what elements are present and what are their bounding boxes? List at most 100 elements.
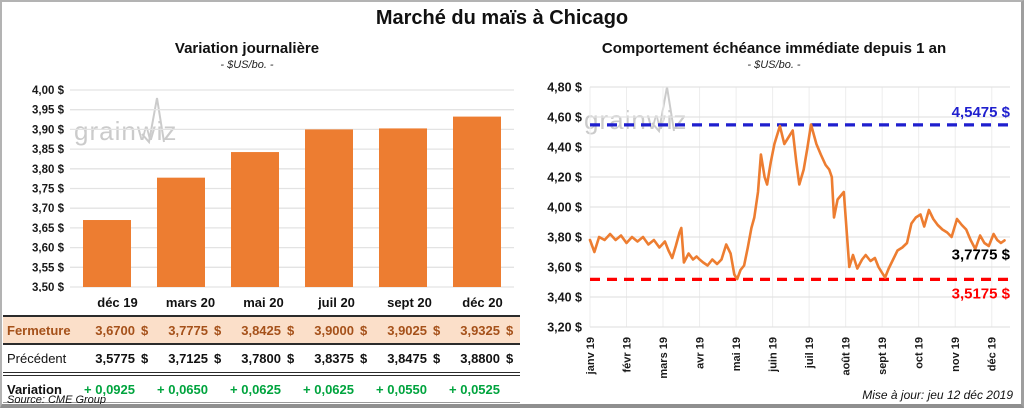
- currency-symbol: $: [506, 351, 514, 366]
- bar-juil-20: [305, 129, 353, 287]
- updated-note: Mise à jour: jeu 12 déc 2019: [862, 388, 1013, 402]
- table-cell: 3,8475 $: [373, 351, 446, 366]
- cell-value: 3,7125: [168, 351, 208, 366]
- line-chart-title: Comportement échéance immédiate depuis 1…: [601, 40, 947, 57]
- table-row-fermeture: Fermeture 3,6700 $3,7775 $ 3,8425 $3,9000 $3,9…: [3, 315, 520, 345]
- currency-symbol: $: [214, 351, 222, 366]
- futures-table: déc 19 mars 20 mai 20 juil 20 sept 20 déc 20 F…: [3, 290, 520, 403]
- column-header: mai 20: [243, 295, 284, 310]
- table-row-variation: Variation + 0,0925 + 0,0650 + 0,0625 + 0,062…: [3, 376, 520, 403]
- y-axis-label: 4,80 $: [547, 81, 582, 95]
- table-cell: 3,9025 $: [373, 323, 446, 338]
- table-cell: 3,9000 $: [300, 323, 373, 338]
- currency-symbol: $: [214, 322, 222, 338]
- column-header: déc 19: [97, 295, 138, 310]
- column-header: juil 20: [318, 295, 355, 310]
- y-axis-label: 3,95 $: [32, 105, 65, 117]
- bar-mars-20: [157, 177, 205, 287]
- support-label: 3,5175 $: [952, 285, 1011, 302]
- x-axis-label: févr 19: [622, 337, 634, 372]
- x-axis-label: sept 19: [877, 337, 889, 375]
- x-axis-label: août 19: [841, 337, 853, 376]
- y-axis-label: 3,75 $: [32, 184, 65, 196]
- cell-value: 3,9000: [314, 322, 354, 338]
- cell-value: 3,8800: [460, 351, 500, 366]
- bar-déc-19: [83, 220, 131, 287]
- price-line: [588, 123, 1006, 281]
- table-cell: + 0,0525: [446, 382, 519, 397]
- daily-variation-bar-chart: 4,00 $ 3,95 $ 3,90 $ 3,85 $ 3,80 $ 3,75 $ 3,70…: [32, 85, 514, 292]
- y-axis-label: 3,80 $: [547, 231, 582, 245]
- y-axis-label: 3,85 $: [32, 144, 65, 156]
- x-axis-label: avr 19: [695, 337, 707, 369]
- y-axis-label: 3,40 $: [547, 291, 582, 305]
- bar-déc-20: [453, 116, 501, 287]
- y-axis-label: 4,00 $: [32, 85, 65, 97]
- currency-symbol: $: [360, 351, 368, 366]
- y-axis-label: 3,20 $: [547, 321, 582, 335]
- cell-value: 3,7800: [241, 351, 281, 366]
- currency-symbol: $: [433, 322, 441, 338]
- table-cell: 3,8375 $: [300, 351, 373, 366]
- line-chart-subtitle: - $US/bo. -: [747, 59, 801, 71]
- cell-value: + 0,0925: [84, 381, 135, 397]
- table-row-precedent: Précédent 3,5775 $3,7125 $3,7800 $3,8375 $3,8…: [3, 345, 520, 376]
- watermark-spike-icon: [141, 97, 165, 145]
- bar-chart-subtitle: - $US/bo. -: [220, 59, 274, 71]
- bar-mai-20: [231, 152, 279, 287]
- column-header: mars 20: [165, 295, 216, 310]
- table-cell: 3,7775 $: [154, 323, 227, 338]
- y-axis-label: 3,90 $: [32, 124, 65, 136]
- x-axis-label: janv 19: [585, 337, 597, 375]
- watermark-grainwiz: grainwiz: [584, 105, 688, 135]
- table-cell: + 0,0625: [227, 382, 300, 397]
- cell-value: 3,8375: [314, 351, 354, 366]
- row-label: Fermeture: [7, 322, 71, 338]
- currency-symbol: $: [287, 322, 295, 338]
- currency-symbol: $: [287, 351, 295, 366]
- table-cell: + 0,0625: [300, 382, 373, 397]
- y-axis-label: 4,40 $: [547, 141, 582, 155]
- last-price-label: 3,7775 $: [952, 246, 1011, 263]
- table-cell: 3,6700 $: [81, 323, 154, 338]
- x-axis-label: oct 19: [914, 337, 926, 369]
- resistance-label: 4,5475 $: [952, 104, 1011, 121]
- column-header: sept 20: [387, 295, 432, 310]
- table-cell: 3,9325 $: [446, 323, 519, 338]
- y-axis-label: 3,60 $: [32, 243, 65, 255]
- x-axis-label: mai 19: [731, 337, 743, 371]
- cell-value: 3,9025: [387, 322, 427, 338]
- y-axis-label: 3,55 $: [32, 262, 65, 274]
- table-cell: 3,8425 $: [227, 323, 300, 338]
- row-label: Précédent: [7, 351, 67, 366]
- y-axis-label: 4,20 $: [547, 171, 582, 185]
- bar-sept-20: [379, 128, 427, 287]
- cell-value: 3,8425: [241, 322, 281, 338]
- table-cell: + 0,0650: [154, 382, 227, 397]
- currency-symbol: $: [506, 322, 514, 338]
- watermark-grainwiz: grainwiz: [74, 116, 178, 146]
- table-cell: 3,5775 $: [81, 351, 154, 366]
- table-cell: 3,7125 $: [154, 351, 227, 366]
- x-axis-label: nov 19: [950, 337, 962, 372]
- x-axis-label: juin 19: [768, 337, 780, 373]
- table-header-row: déc 19 mars 20 mai 20 juil 20 sept 20 déc 20: [3, 290, 520, 315]
- y-axis-label: 3,50 $: [32, 282, 65, 292]
- y-axis-label: 4,60 $: [547, 111, 582, 125]
- currency-symbol: $: [360, 322, 368, 338]
- y-axis-label: 4,00 $: [547, 201, 582, 215]
- row-label: Variation: [7, 381, 62, 397]
- table-cell: + 0,0550: [373, 382, 446, 397]
- bar-chart-title: Variation journalière: [174, 40, 320, 57]
- cell-value: 3,6700: [95, 322, 135, 338]
- y-axis-label: 3,70 $: [32, 203, 65, 215]
- cell-value: 3,5775: [95, 351, 135, 366]
- cell-value: + 0,0625: [230, 381, 281, 397]
- currency-symbol: $: [141, 351, 149, 366]
- x-axis-label: mars 19: [658, 337, 670, 379]
- source-note: Source: CME Group: [7, 394, 107, 406]
- table-cell: 3,7800 $: [227, 351, 300, 366]
- currency-symbol: $: [141, 322, 149, 338]
- cell-value: 3,9325: [460, 322, 500, 338]
